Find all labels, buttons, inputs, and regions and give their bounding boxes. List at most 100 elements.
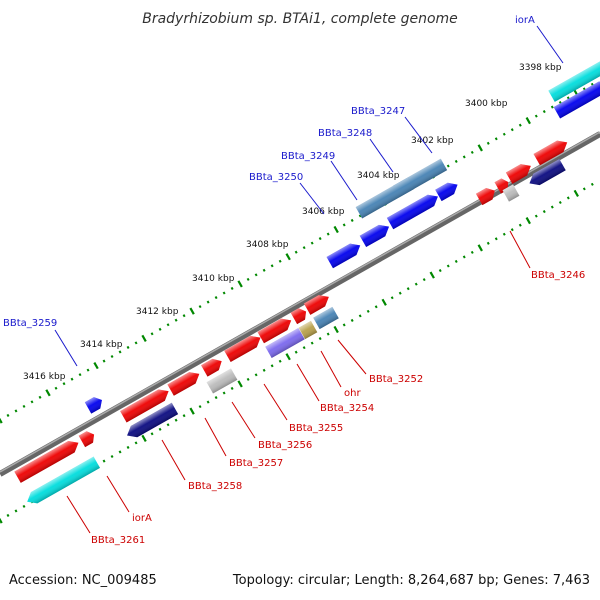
minor-tick bbox=[342, 323, 346, 327]
minor-tick bbox=[158, 427, 162, 431]
gene-bbta3250[interactable] bbox=[326, 240, 364, 269]
gene-bbta3246-f[interactable] bbox=[502, 184, 520, 202]
gene-iora-top[interactable] bbox=[548, 56, 600, 102]
kbp-label-3412: 3412 kbp bbox=[136, 307, 179, 317]
gene-bbta3246-e[interactable] bbox=[526, 158, 566, 189]
gene-label-bbta3258[interactable]: BBta_3258 bbox=[188, 481, 242, 492]
minor-tick bbox=[422, 278, 426, 282]
minor-tick bbox=[326, 232, 330, 236]
minor-tick bbox=[30, 400, 34, 404]
gene-label-bbta3247[interactable]: BBta_3247 bbox=[351, 106, 405, 117]
callout-iora-bottom bbox=[106, 475, 130, 513]
gene-label-bbta3259[interactable]: BBta_3259 bbox=[3, 318, 57, 329]
gene-bbta3254[interactable] bbox=[257, 315, 295, 344]
minor-tick bbox=[6, 513, 10, 518]
minor-tick bbox=[54, 386, 58, 390]
callout-ohr bbox=[320, 350, 342, 388]
gene-label-bbta3254[interactable]: BBta_3254 bbox=[320, 403, 374, 414]
gene-bbta3246-e-shade bbox=[529, 158, 566, 186]
minor-tick bbox=[358, 314, 362, 318]
minor-tick bbox=[150, 332, 154, 336]
minor-tick bbox=[102, 359, 106, 363]
gene-bbta3255[interactable] bbox=[224, 332, 263, 363]
gene-bbta3252-a[interactable] bbox=[303, 291, 332, 315]
gene-bbta3261-b[interactable] bbox=[78, 429, 98, 448]
minor-tick bbox=[174, 318, 178, 322]
minor-tick bbox=[398, 291, 402, 295]
gene-label-bbta3256[interactable]: BBta_3256 bbox=[258, 440, 312, 451]
minor-tick bbox=[374, 305, 378, 309]
gene-label-bbta3252[interactable]: BBta_3252 bbox=[369, 374, 423, 385]
gene-label-bbta3257[interactable]: BBta_3257 bbox=[229, 458, 283, 469]
minor-tick bbox=[486, 141, 490, 145]
minor-tick bbox=[126, 445, 130, 449]
gene-bbta3256-b[interactable] bbox=[206, 368, 238, 394]
gene-ohr[interactable] bbox=[298, 320, 318, 340]
minor-tick bbox=[454, 159, 458, 164]
gene-bbta3256-shade bbox=[201, 358, 222, 377]
callout-bbta3255 bbox=[263, 383, 288, 421]
gene-bbta3258-b[interactable] bbox=[124, 402, 179, 441]
major-tick bbox=[189, 307, 195, 315]
gene-label-bbta3250[interactable]: BBta_3250 bbox=[249, 172, 303, 183]
gene-label-bbta3261[interactable]: BBta_3261 bbox=[91, 535, 145, 546]
gene-bbta3261-a-shade bbox=[14, 441, 79, 483]
kbp-label-3408: 3408 kbp bbox=[246, 240, 289, 250]
gene-iora-b[interactable] bbox=[553, 78, 600, 119]
major-tick bbox=[429, 271, 435, 279]
minor-tick bbox=[150, 432, 154, 436]
minor-tick bbox=[318, 237, 322, 241]
gene-label-bbta3246[interactable]: BBta_3246 bbox=[531, 270, 585, 281]
gene-bbta3256[interactable] bbox=[201, 355, 225, 377]
minor-tick bbox=[166, 423, 170, 427]
minor-tick bbox=[22, 504, 26, 508]
kbp-ruler: 3398 kbp 3400 kbp 3402 kbp 3404 kbp 3406… bbox=[23, 63, 562, 382]
gene-features bbox=[14, 56, 600, 508]
gene-label-bbta3248[interactable]: BBta_3248 bbox=[318, 128, 372, 139]
major-tick bbox=[93, 361, 99, 370]
kbp-label-3402: 3402 kbp bbox=[411, 136, 454, 146]
minor-tick bbox=[270, 364, 274, 368]
minor-tick bbox=[318, 337, 322, 341]
gene-bbta3246-b[interactable] bbox=[505, 160, 534, 184]
major-tick bbox=[525, 117, 531, 125]
minor-tick bbox=[510, 228, 514, 232]
gene-bbta3261-b-shade bbox=[78, 431, 95, 448]
gene-label-iora-bottom[interactable]: iorA bbox=[132, 513, 152, 524]
gene-bbta3259[interactable] bbox=[84, 394, 105, 414]
kbp-label-3404: 3404 kbp bbox=[357, 171, 400, 181]
gene-label-bbta3249[interactable]: BBta_3249 bbox=[281, 151, 335, 162]
gene-bbta3248[interactable] bbox=[355, 177, 415, 219]
accession-text: Accession: NC_009485 bbox=[9, 573, 157, 588]
gene-bbta3252-b[interactable] bbox=[290, 306, 310, 325]
gene-label-bbta3255[interactable]: BBta_3255 bbox=[289, 423, 343, 434]
gene-bbta3247-b[interactable] bbox=[435, 179, 461, 202]
gene-bbta3246-d[interactable] bbox=[475, 185, 498, 206]
gene-bbta3252-c[interactable] bbox=[313, 306, 339, 330]
minor-tick bbox=[182, 414, 186, 418]
gene-bbta3246-b-shade bbox=[505, 164, 531, 184]
gene-bbta3246-a[interactable] bbox=[533, 137, 571, 166]
gene-bbta3254-b[interactable] bbox=[265, 327, 305, 359]
minor-tick bbox=[86, 368, 90, 372]
minor-tick bbox=[246, 377, 250, 381]
gene-label-iora-top[interactable]: iorA bbox=[515, 15, 535, 26]
gene-bbta3258[interactable] bbox=[120, 386, 172, 423]
minor-tick bbox=[22, 404, 26, 408]
gene-iora-bottom[interactable] bbox=[24, 456, 101, 508]
major-tick bbox=[0, 417, 3, 424]
minor-tick bbox=[366, 309, 370, 313]
gene-bbta3257[interactable] bbox=[167, 368, 202, 396]
gene-bbta3257-shade bbox=[167, 372, 200, 396]
gene-bbta3254-shade bbox=[257, 318, 292, 344]
gene-ohr-shade bbox=[298, 320, 318, 340]
minor-tick bbox=[222, 291, 226, 295]
gene-bbta3247-b-shade bbox=[435, 182, 458, 202]
gene-bbta3249[interactable] bbox=[386, 191, 441, 230]
major-tick bbox=[45, 389, 51, 397]
gene-bbta3261-a[interactable] bbox=[14, 437, 81, 483]
callout-iora-top bbox=[536, 25, 564, 64]
gene-label-ohr[interactable]: ohr bbox=[344, 388, 361, 399]
gene-bbta3258-shade bbox=[120, 389, 169, 423]
gene-bbta3249-b[interactable] bbox=[359, 221, 393, 248]
